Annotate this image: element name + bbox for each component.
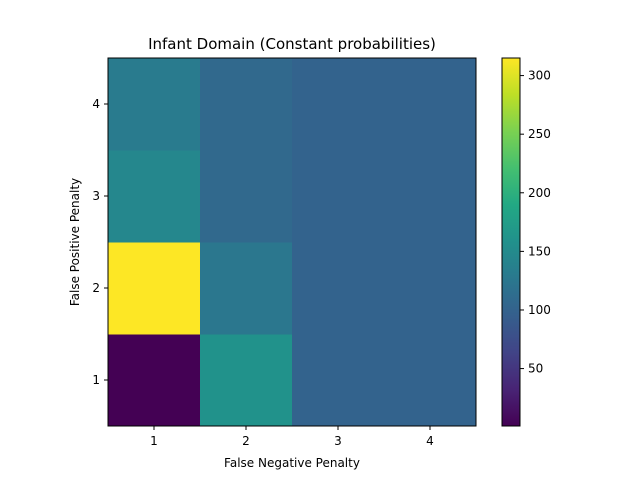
x-tick-label: 2 bbox=[242, 434, 250, 448]
x-axis-ticks: 1 2 3 4 bbox=[150, 426, 434, 448]
heatmap-cell bbox=[384, 150, 477, 243]
x-axis-label: False Negative Penalty bbox=[224, 456, 360, 470]
y-tick-label: 4 bbox=[92, 97, 100, 111]
heatmap-cell bbox=[200, 58, 293, 151]
heatmap-cell bbox=[292, 334, 385, 427]
heatmap-cells bbox=[108, 58, 477, 427]
colorbar-tick-label: 300 bbox=[528, 69, 551, 83]
x-tick-label: 4 bbox=[426, 434, 434, 448]
heatmap-cell bbox=[200, 242, 293, 335]
colorbar-tick-label: 150 bbox=[528, 244, 551, 258]
y-tick-label: 1 bbox=[92, 373, 100, 387]
y-tick-label: 3 bbox=[92, 189, 100, 203]
colorbar-ticks: 50 100 150 200 250 300 bbox=[520, 69, 551, 376]
heatmap-cell bbox=[108, 334, 201, 427]
heatmap-cell bbox=[200, 150, 293, 243]
heatmap-cell bbox=[292, 58, 385, 151]
heatmap-cell bbox=[292, 150, 385, 243]
heatmap-cell bbox=[384, 58, 477, 151]
heatmap-cell bbox=[108, 58, 201, 151]
x-tick-label: 1 bbox=[150, 434, 158, 448]
heatmap-cell bbox=[384, 334, 477, 427]
colorbar-tick-label: 250 bbox=[528, 127, 551, 141]
chart-title: Infant Domain (Constant probabilities) bbox=[148, 35, 436, 53]
x-tick-label: 3 bbox=[334, 434, 342, 448]
colorbar-tick-label: 100 bbox=[528, 303, 551, 317]
colorbar bbox=[501, 57, 521, 427]
heatmap-cell bbox=[108, 242, 201, 335]
y-tick-label: 2 bbox=[92, 281, 100, 295]
heatmap-cell bbox=[292, 242, 385, 335]
colorbar-tick-label: 50 bbox=[528, 362, 543, 376]
y-axis-ticks: 1 2 3 4 bbox=[92, 97, 108, 387]
plot-frame bbox=[107, 57, 477, 427]
heatmap-cell bbox=[384, 242, 477, 335]
heatmap-cell bbox=[108, 150, 201, 243]
y-axis-label: False Positive Penalty bbox=[68, 178, 82, 306]
heatmap-cell bbox=[200, 334, 293, 427]
colorbar-tick-label: 200 bbox=[528, 186, 551, 200]
